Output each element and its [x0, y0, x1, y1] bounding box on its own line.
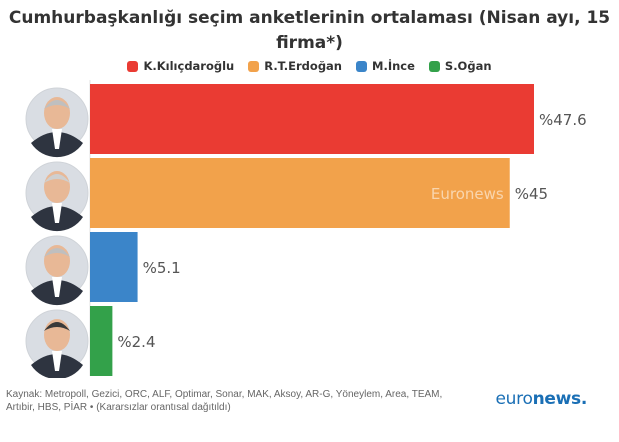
legend-label: S.Oğan: [444, 59, 492, 73]
bar-S.Oğan: [90, 306, 113, 376]
avatar-shirt: [52, 203, 62, 223]
legend-item-ince: M.İnce: [356, 59, 415, 73]
source-line-1: Kaynak: Metropoll, Gezici, ORC, ALF, Opt…: [6, 389, 443, 400]
chart-title-line-1: Cumhurbaşkanlığı seçim anketlerinin orta…: [8, 8, 611, 28]
legend-item-ogan: S.Oğan: [428, 59, 492, 73]
candidate-avatar: [25, 161, 89, 232]
bar-K.Kılıçdaroğlu: [90, 84, 534, 154]
legend-swatch-orange: [248, 60, 260, 72]
source-line-2: Artıbir, HBS, PİAR • (Kararsızlar orantı…: [6, 402, 231, 413]
bar-M.İnce: [90, 232, 138, 302]
candidate-avatar: [25, 235, 89, 306]
bar-R.T.Erdoğan: [90, 158, 510, 228]
candidate-avatar: [25, 309, 89, 378]
legend-label: R.T.Erdoğan: [264, 59, 342, 73]
value-label: %5.1: [143, 259, 181, 277]
euronews-logo: euronews.: [495, 389, 588, 409]
avatar-hair: [44, 248, 70, 257]
chart-legend: K.Kılıçdaroğlu R.T.Erdoğan M.İnce S.Oğan: [0, 59, 619, 73]
chart-title: Cumhurbaşkanlığı seçim anketlerinin orta…: [0, 6, 619, 56]
legend-item-kilicdaroglu: K.Kılıçdaroğlu: [127, 59, 234, 73]
value-label: %45: [515, 185, 548, 203]
legend-swatch-blue: [356, 60, 367, 72]
logo-part-2: news.: [532, 389, 588, 409]
avatar-shirt: [52, 129, 62, 149]
legend-swatch-red: [127, 60, 139, 72]
legend-label: K.Kılıçdaroğlu: [143, 59, 235, 73]
legend-swatch-green: [428, 60, 440, 72]
value-label: %47.6: [539, 111, 587, 129]
chart-title-line-2: firma*): [276, 33, 343, 53]
avatar-shirt: [52, 351, 62, 371]
avatar-hair: [44, 322, 70, 331]
avatar-shirt: [52, 277, 62, 297]
avatar-hair: [44, 174, 70, 183]
source-note: Kaynak: Metropoll, Gezici, ORC, ALF, Opt…: [6, 388, 486, 414]
bar-chart: %47.6 %45 Euronews %5.1 %2.4: [25, 80, 587, 378]
legend-label: M.İnce: [372, 59, 415, 73]
candidate-avatar: [25, 87, 89, 158]
value-label: %2.4: [117, 333, 155, 351]
legend-item-erdogan: R.T.Erdoğan: [248, 59, 342, 73]
logo-part-1: euro: [495, 389, 533, 409]
euronews-watermark: Euronews: [431, 185, 504, 203]
avatar-hair: [44, 100, 70, 109]
